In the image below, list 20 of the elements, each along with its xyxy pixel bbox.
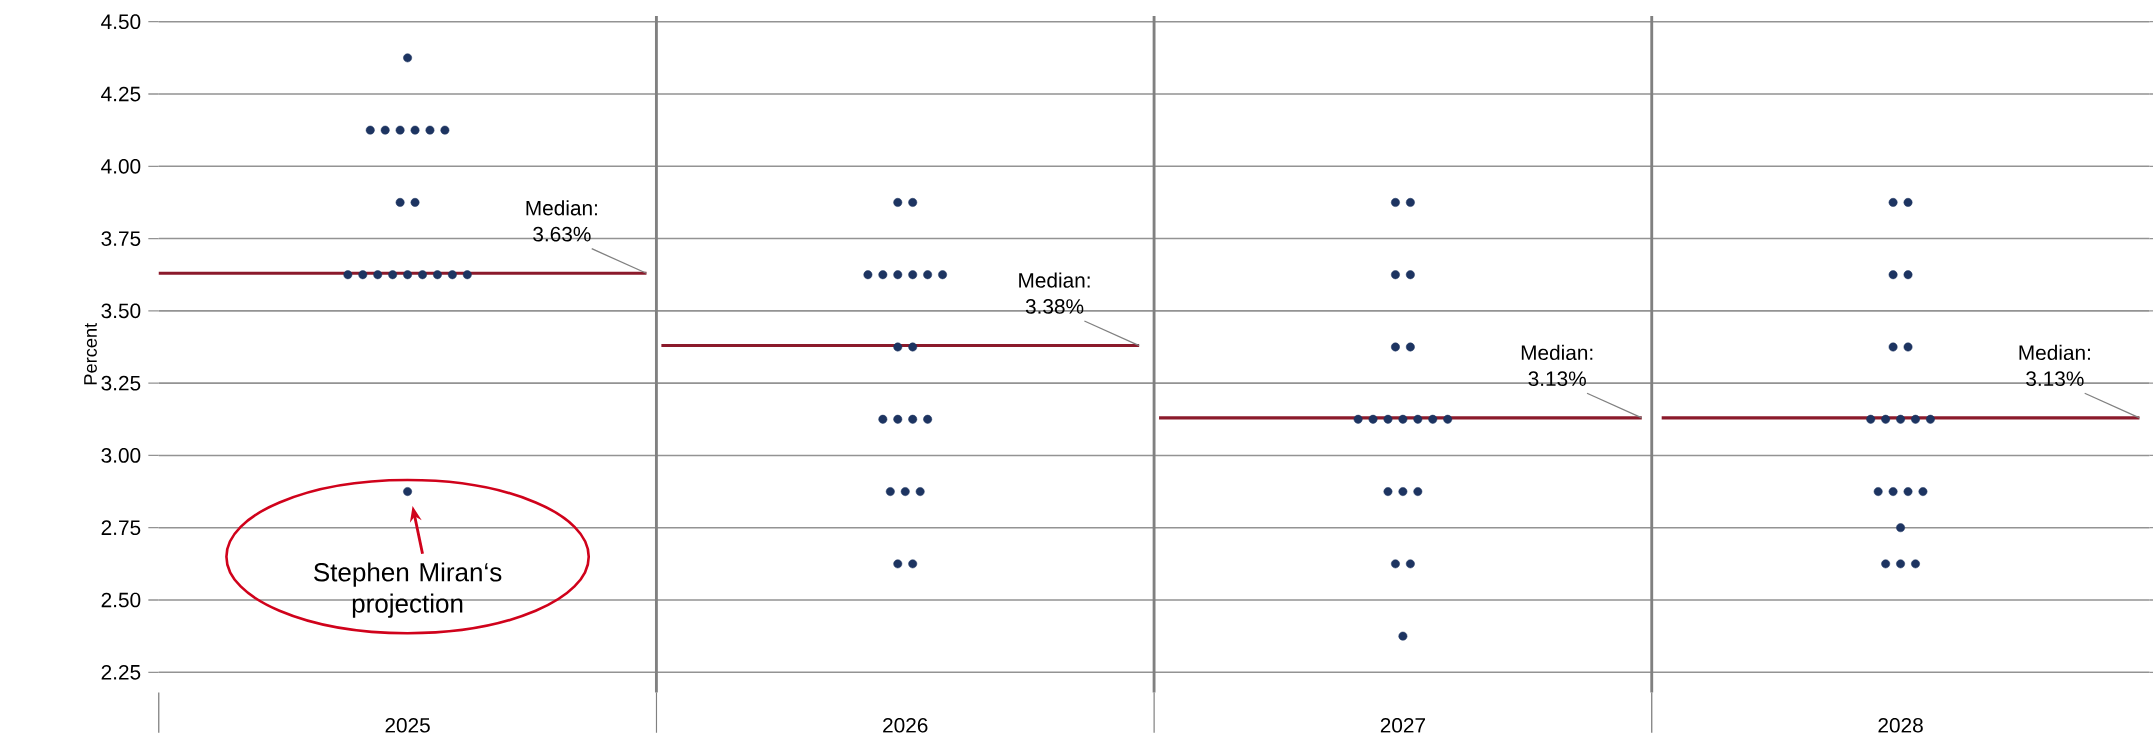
y-tick-label: 2.50 <box>101 592 141 608</box>
x-tick-label: 2025 <box>385 718 430 733</box>
y-tick-label: 2.75 <box>101 520 141 536</box>
x-tick-label: 2027 <box>1380 718 1425 733</box>
x-tick-label: 2026 <box>883 718 928 733</box>
y-tick-label: 3.00 <box>101 448 141 463</box>
y-axis-title: Percent <box>84 323 97 385</box>
annotation: Median: 3.13% <box>1521 344 1593 387</box>
x-tick-label: 2028 <box>1878 718 1923 733</box>
annotation: Median: 3.13% <box>2019 344 2090 387</box>
y-tick-label: 3.50 <box>101 303 141 319</box>
annotation: Stephen Miran‘s projection <box>314 562 502 618</box>
y-tick-label: 3.75 <box>101 231 141 247</box>
annotation: Median: 3.63% <box>526 200 597 242</box>
y-tick-label: 4.50 <box>101 14 141 30</box>
annotation: Median: 3.38% <box>1019 272 1090 314</box>
y-tick-label: 4.00 <box>101 159 141 174</box>
y-tick-label: 4.25 <box>101 86 141 102</box>
y-tick-label: 3.25 <box>101 375 141 391</box>
y-tick-label: 2.25 <box>101 664 141 680</box>
